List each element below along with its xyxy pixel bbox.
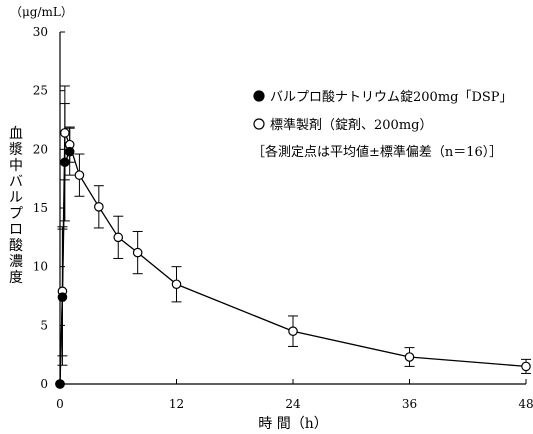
y-tick-label: 0 bbox=[40, 377, 48, 391]
series-1-point bbox=[55, 379, 65, 389]
y-axis-label-char: 酸 bbox=[9, 238, 23, 254]
x-tick-label: 36 bbox=[402, 397, 417, 411]
series-2-point bbox=[60, 128, 70, 138]
x-axis-ticks: 0 12 24 36 48 bbox=[56, 379, 533, 411]
x-tick-label: 0 bbox=[56, 397, 64, 411]
y-tick-label: 25 bbox=[33, 84, 48, 98]
series-layer bbox=[55, 85, 531, 389]
series-2-point bbox=[171, 279, 182, 290]
series-1-point bbox=[60, 157, 70, 168]
x-tick-label: 48 bbox=[518, 397, 533, 411]
series-2-point bbox=[94, 202, 104, 212]
y-axis-unit: （μg/mL） bbox=[10, 5, 73, 19]
x-tick-label: 12 bbox=[169, 397, 184, 411]
y-axis-label-char: バ bbox=[9, 174, 23, 190]
y-axis-ticks: 0 5 10 15 20 25 30 bbox=[33, 25, 65, 391]
x-tick-label: 24 bbox=[285, 397, 301, 411]
y-tick-label: 20 bbox=[33, 142, 48, 156]
series-2-point bbox=[521, 361, 531, 372]
y-axis-label-char: 度 bbox=[9, 270, 23, 286]
y-axis-label-char: 漿 bbox=[9, 142, 23, 158]
y-axis-label-char: 血 bbox=[9, 126, 23, 142]
series-2-point bbox=[113, 232, 124, 243]
y-axis-label-char: 中 bbox=[9, 158, 23, 174]
legend-marker-filled bbox=[253, 90, 265, 102]
y-tick-label: 5 bbox=[40, 318, 48, 332]
y-axis-label-char: ロ bbox=[9, 222, 23, 238]
legend-label-series-1: バルプロ酸ナトリウム錠200mg「DSP」 bbox=[270, 90, 513, 105]
series-1-point bbox=[57, 292, 68, 302]
series-1-point bbox=[64, 146, 75, 157]
legend-note: ［各測定点は平均値±標準偏差（n＝16）］ bbox=[252, 144, 502, 160]
y-tick-label: 10 bbox=[33, 260, 48, 274]
x-axis-label: 時 間（h） bbox=[258, 416, 327, 432]
y-tick-label: 30 bbox=[33, 25, 48, 39]
legend-marker-open bbox=[253, 118, 265, 130]
y-axis-label-char: ル bbox=[9, 190, 23, 206]
y-tick-label: 15 bbox=[33, 201, 48, 215]
series-2-point bbox=[404, 352, 415, 362]
series-2-point bbox=[74, 170, 85, 180]
y-axis-label-char: プ bbox=[9, 206, 23, 222]
legend-label-series-2: 標準製剤（錠剤、200mg） bbox=[270, 117, 432, 133]
series-2-point bbox=[132, 247, 143, 258]
series-2-point bbox=[288, 326, 298, 336]
y-axis-label-char: 濃 bbox=[9, 254, 23, 270]
legend: バルプロ酸ナトリウム錠200mg「DSP」 標準製剤（錠剤、200mg） ［各測… bbox=[252, 90, 513, 160]
